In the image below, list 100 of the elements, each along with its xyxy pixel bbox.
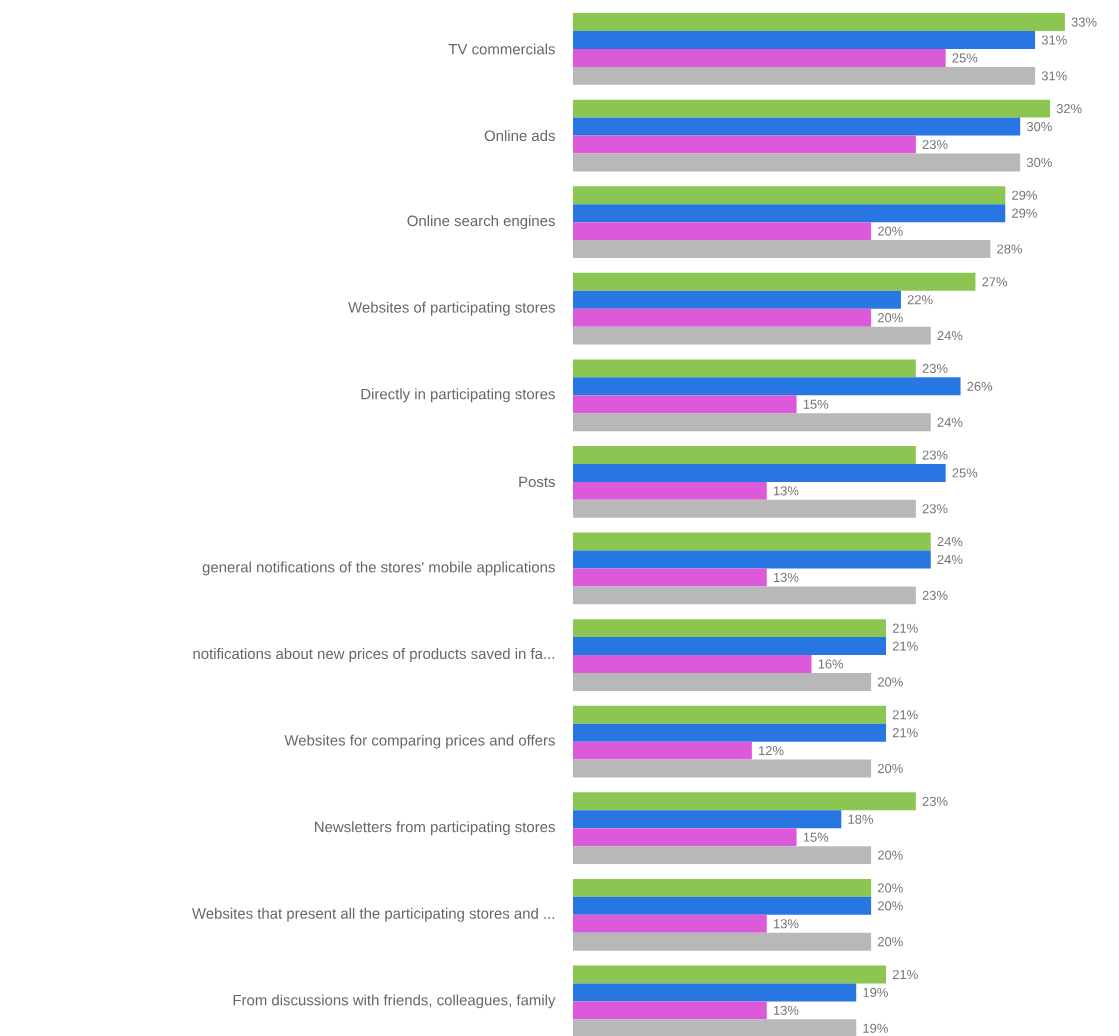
y-tick-label: TV commercials	[448, 43, 555, 55]
data-label: 20%	[877, 901, 903, 911]
bar	[573, 723, 887, 742]
bar	[573, 481, 767, 500]
data-label: 31%	[1041, 71, 1067, 81]
bar	[573, 48, 946, 67]
y-tick-label: Websites of participating stores	[348, 301, 555, 316]
data-label: 26%	[967, 381, 993, 391]
data-label: 15%	[803, 399, 829, 409]
data-label: 23%	[922, 590, 948, 600]
bar	[573, 463, 946, 482]
data-label: 33%	[1071, 17, 1097, 27]
data-label: 20%	[877, 850, 903, 860]
bar	[573, 878, 872, 897]
bar	[573, 550, 931, 569]
data-label: 20%	[877, 763, 903, 774]
bar	[573, 66, 1036, 85]
data-label: 29%	[1012, 190, 1037, 200]
data-label: 15%	[803, 832, 829, 842]
data-label: 23%	[922, 504, 948, 514]
bar	[573, 896, 872, 915]
y-tick-label: Websites that present all the participating stores and ...	[191, 907, 555, 922]
y-tick-label: Online search engines	[407, 215, 555, 230]
bar	[573, 828, 797, 847]
data-label: 22%	[907, 295, 933, 305]
y-tick-label: From discussions with friends, colleagues, family	[233, 994, 556, 1009]
data-label: 19%	[863, 1023, 888, 1033]
data-label: 24%	[937, 331, 963, 341]
bar	[573, 446, 916, 464]
bar	[573, 672, 872, 691]
bar	[573, 932, 872, 951]
data-label: 13%	[773, 919, 799, 929]
data-label: 20%	[877, 226, 903, 236]
data-label: 24%	[937, 417, 963, 427]
y-tick-label: Online ads	[484, 130, 555, 142]
data-label: 20%	[877, 313, 903, 323]
data-label: 20%	[877, 937, 903, 947]
bar	[573, 532, 931, 551]
data-label: 23%	[922, 450, 948, 460]
data-label: 21%	[892, 728, 918, 738]
bar	[573, 359, 916, 378]
bar	[573, 637, 887, 656]
bar	[573, 326, 931, 345]
bar	[573, 792, 916, 811]
bar	[573, 272, 976, 291]
y-tick-label: Newsletters from participating stores	[315, 821, 555, 836]
bar	[573, 586, 916, 605]
bar	[573, 619, 887, 638]
bar	[573, 135, 916, 154]
bar	[573, 222, 872, 241]
data-label: 18%	[848, 814, 873, 824]
data-label: 12%	[759, 746, 784, 756]
y-tick-label: notifications about new prices of products saved in fa...	[193, 648, 555, 662]
bar	[573, 655, 812, 673]
bar	[573, 810, 842, 829]
bar	[573, 846, 872, 865]
bar	[573, 1001, 767, 1020]
y-tick-label: general notifications of the stores' mobile applications	[202, 561, 555, 576]
data-label: 21%	[892, 641, 918, 651]
data-label: 24%	[937, 554, 963, 565]
data-label: 13%	[773, 1005, 799, 1015]
bar	[573, 1019, 857, 1036]
data-label: 20%	[877, 677, 903, 687]
data-label: 13%	[773, 572, 799, 582]
data-label: 27%	[982, 277, 1008, 287]
data-label: 25%	[952, 53, 978, 63]
bar	[573, 117, 1021, 136]
bar	[573, 290, 901, 309]
bar	[573, 965, 887, 984]
bar	[573, 240, 991, 258]
bar	[573, 186, 1006, 205]
data-label: 21%	[892, 623, 918, 633]
data-label: 19%	[863, 987, 888, 997]
bar	[573, 308, 872, 327]
bar	[573, 99, 1050, 118]
bar	[573, 13, 1065, 32]
bar	[573, 413, 931, 432]
y-tick-label: Websites for comparing prices and offers	[284, 734, 555, 749]
bar	[573, 204, 1006, 223]
bar	[573, 377, 961, 396]
bar	[573, 983, 857, 1002]
bar	[573, 499, 916, 518]
data-label: 16%	[818, 659, 844, 669]
data-label: 13%	[773, 486, 799, 496]
bar	[573, 395, 797, 414]
y-tick-label: Posts	[519, 476, 555, 488]
data-label: 20%	[877, 883, 903, 893]
bar	[573, 741, 752, 760]
bar	[573, 705, 887, 724]
y-tick-label: Directly in participating stores	[361, 388, 555, 403]
data-label: 23%	[922, 363, 948, 373]
data-label: 24%	[937, 537, 963, 547]
data-label: 28%	[997, 244, 1023, 254]
data-label: 30%	[1026, 122, 1052, 132]
data-label: 32%	[1056, 104, 1082, 114]
data-label: 29%	[1012, 208, 1037, 218]
bar	[573, 31, 1036, 49]
data-label: 23%	[922, 139, 948, 150]
data-label: 21%	[892, 969, 918, 980]
data-label: 30%	[1026, 157, 1052, 168]
